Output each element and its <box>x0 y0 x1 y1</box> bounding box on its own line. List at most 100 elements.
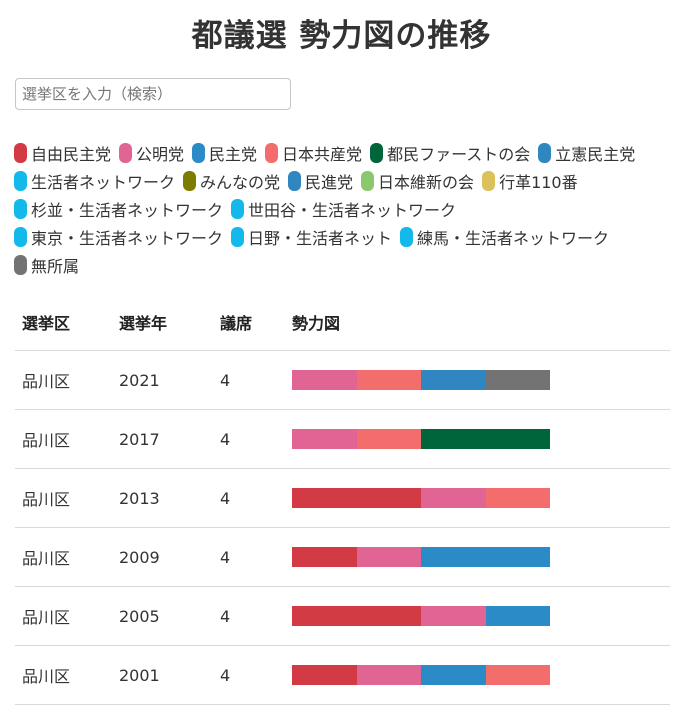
cell-year: 2005 <box>119 606 160 626</box>
seat-bar <box>292 429 550 449</box>
legend-swatch <box>482 171 496 191</box>
seat-segment <box>292 488 357 508</box>
legend-label: 杉並・生活者ネットワーク <box>31 201 224 220</box>
table-row: 品川区 2005 4 <box>15 587 670 646</box>
legend-item: 無所属 <box>14 251 79 279</box>
table-row: 品川区 2001 4 <box>15 646 670 705</box>
legend-label: 民進党 <box>305 173 354 192</box>
legend-swatch <box>14 227 27 247</box>
legend-swatch <box>538 143 552 163</box>
legend-label: 都民ファーストの会 <box>387 145 531 164</box>
cell-seats: 4 <box>220 370 231 390</box>
legend-item: 杉並・生活者ネットワーク <box>14 195 223 223</box>
search-input[interactable] <box>15 78 291 110</box>
seat-bar <box>292 370 550 390</box>
legend-swatch <box>231 199 245 219</box>
cell-year: 2017 <box>119 429 160 449</box>
table-row: 品川区 2009 4 <box>15 528 670 587</box>
seat-bar <box>292 488 550 508</box>
seat-segment <box>421 606 486 626</box>
seat-segment <box>292 547 357 567</box>
legend-label: 民主党 <box>209 145 258 164</box>
legend-item: みんなの党 <box>183 167 280 195</box>
seat-segment <box>421 429 486 449</box>
cell-chart <box>285 429 670 449</box>
legend-label: 生活者ネットワーク <box>31 173 176 192</box>
seat-segment <box>356 370 421 390</box>
table-row: 品川区 2017 4 <box>15 410 670 469</box>
cell-seats: 4 <box>220 665 231 685</box>
party-legend: 自由民主党 公明党 民主党 日本共産党 都民ファーストの会 立憲民主党生活者ネットワーク み… <box>14 139 674 279</box>
legend-swatch <box>400 227 414 247</box>
seat-segment <box>356 488 421 508</box>
legend-swatch <box>361 171 375 191</box>
legend-label: 自由民主党 <box>31 145 112 164</box>
cell-district: 品川区 <box>22 608 71 627</box>
seat-segment <box>485 547 550 567</box>
results-table: 選挙区 選挙年 議席 勢力図 品川区 2021 4 品川区 2017 4 品川区 2013 4 品… <box>15 294 670 705</box>
seat-segment <box>485 429 550 449</box>
cell-chart <box>285 488 670 508</box>
legend-label: 世田谷・生活者ネットワーク <box>248 201 457 220</box>
seat-segment <box>421 488 486 508</box>
legend-label: 行革110番 <box>499 173 578 192</box>
cell-year: 2013 <box>119 488 160 508</box>
legend-swatch <box>14 255 27 275</box>
table-body: 品川区 2021 4 品川区 2017 4 品川区 2013 4 品川区 2009 4 品川区 2005 4… <box>15 351 670 705</box>
legend-item: 生活者ネットワーク <box>14 167 175 195</box>
legend-label: 日野・生活者ネット <box>248 229 393 248</box>
legend-swatch <box>14 171 27 191</box>
cell-seats: 4 <box>220 547 231 567</box>
cell-seats: 4 <box>220 429 231 449</box>
cell-year: 2009 <box>119 547 160 567</box>
seat-segment <box>356 547 421 567</box>
legend-label: 日本共産党 <box>282 145 363 164</box>
cell-seats: 4 <box>220 488 231 508</box>
cell-chart <box>285 665 670 685</box>
seat-segment <box>356 429 421 449</box>
cell-district: 品川区 <box>22 372 71 391</box>
legend-label: 立憲民主党 <box>555 145 636 164</box>
legend-swatch <box>288 171 302 191</box>
cell-chart <box>285 547 670 567</box>
seat-segment <box>485 606 550 626</box>
legend-label: 無所属 <box>31 257 80 276</box>
legend-item: 公明党 <box>119 139 184 167</box>
table-header: 選挙区 選挙年 議席 勢力図 <box>15 294 670 351</box>
page-title: 都議選 勢力図の推移 <box>191 18 492 54</box>
header-district: 選挙区 <box>22 314 71 333</box>
legend-swatch <box>183 171 197 191</box>
legend-swatch <box>370 143 384 163</box>
seat-bar <box>292 665 550 685</box>
legend-swatch <box>14 199 27 219</box>
cell-district: 品川区 <box>22 549 71 568</box>
header-chart: 勢力図 <box>292 314 341 333</box>
cell-chart <box>285 370 670 390</box>
table-row: 品川区 2021 4 <box>15 351 670 410</box>
seat-segment <box>292 665 357 685</box>
legend-label: 公明党 <box>136 145 185 164</box>
legend-item: 日本維新の会 <box>361 167 474 195</box>
seat-segment <box>421 547 486 567</box>
legend-swatch <box>265 143 279 163</box>
seat-bar <box>292 606 550 626</box>
legend-item: 練馬・生活者ネットワーク <box>400 223 609 251</box>
seat-segment <box>292 370 357 390</box>
cell-year: 2021 <box>119 370 160 390</box>
seat-segment <box>485 665 550 685</box>
table-row: 品川区 2013 4 <box>15 469 670 528</box>
legend-label: みんなの党 <box>200 173 281 192</box>
legend-item: 自由民主党 <box>14 139 111 167</box>
cell-district: 品川区 <box>22 667 71 686</box>
legend-swatch <box>192 143 206 163</box>
legend-item: 都民ファーストの会 <box>370 139 530 167</box>
legend-label: 練馬・生活者ネットワーク <box>417 229 610 248</box>
legend-item: 民進党 <box>288 167 353 195</box>
seat-segment <box>356 665 421 685</box>
seat-segment <box>485 488 550 508</box>
legend-swatch <box>14 143 27 163</box>
seat-segment <box>485 370 550 390</box>
legend-swatch <box>231 227 245 247</box>
legend-item: 民主党 <box>192 139 257 167</box>
legend-item: 東京・生活者ネットワーク <box>14 223 223 251</box>
